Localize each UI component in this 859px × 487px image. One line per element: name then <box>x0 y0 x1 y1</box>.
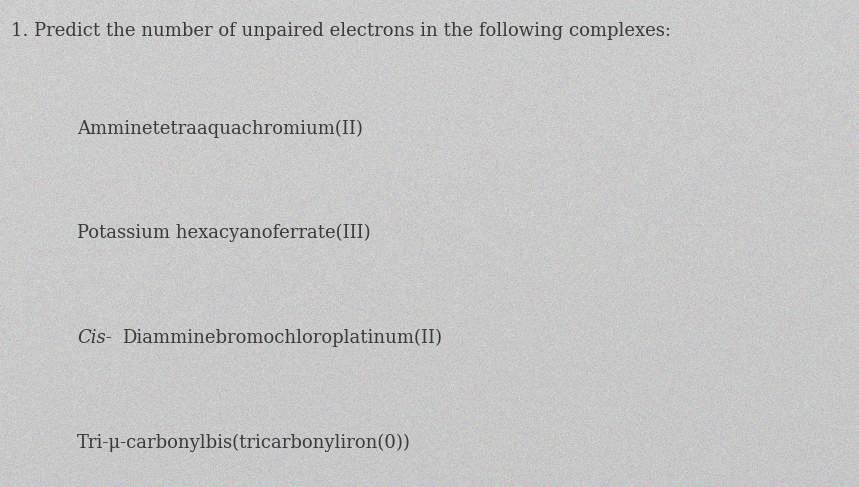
Text: Diamminebromochloroplatinum(II): Diamminebromochloroplatinum(II) <box>122 329 442 347</box>
Text: Potassium hexacyanoferrate(III): Potassium hexacyanoferrate(III) <box>77 224 371 242</box>
Text: Amminetetraaquachromium(II): Amminetetraaquachromium(II) <box>77 119 363 137</box>
Text: Tri-μ-carbonylbis(tricarbonyliron(0)): Tri-μ-carbonylbis(tricarbonyliron(0)) <box>77 433 411 451</box>
Text: Cis-: Cis- <box>77 329 113 347</box>
Text: 1. Predict the number of unpaired electrons in the following complexes:: 1. Predict the number of unpaired electr… <box>11 22 671 40</box>
